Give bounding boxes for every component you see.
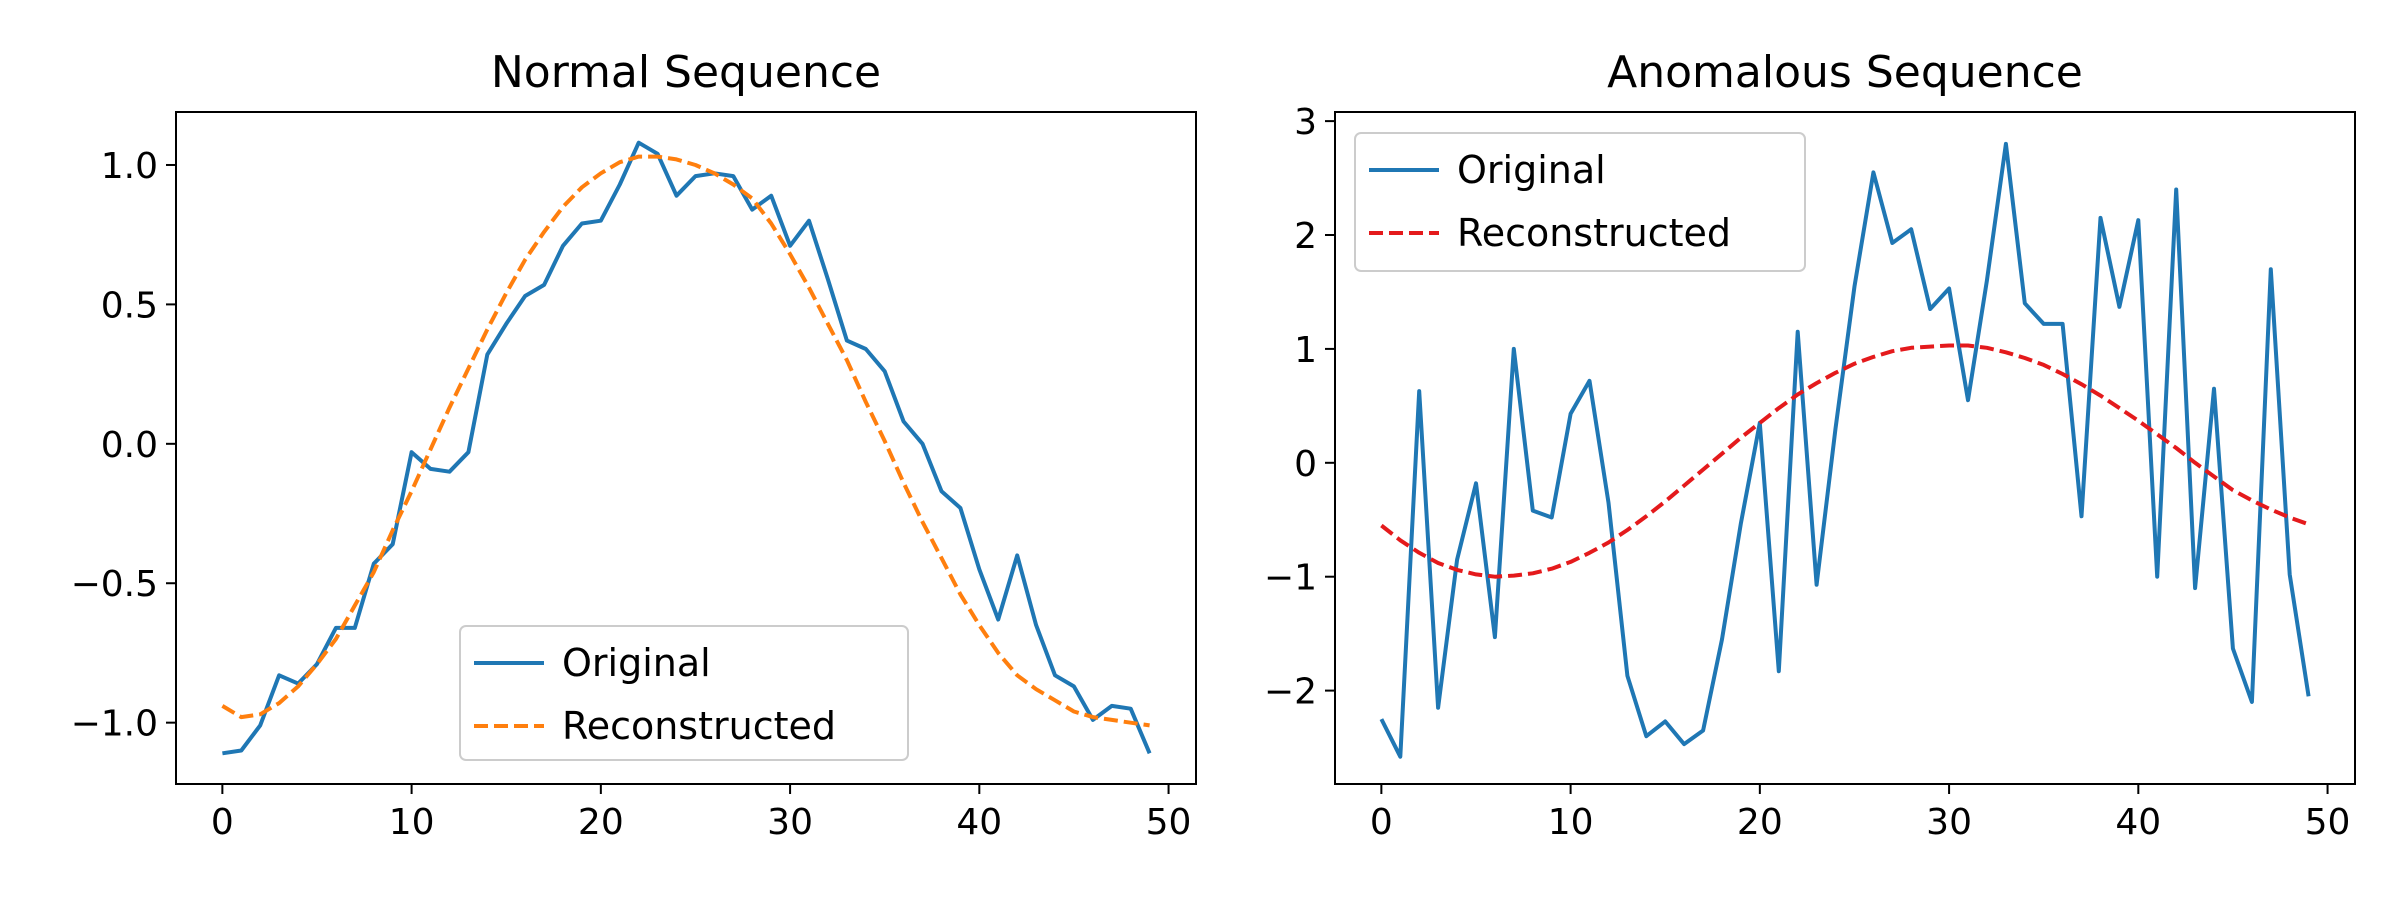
anomalous-legend-label-original: Original <box>1457 148 1606 192</box>
normal-series-original-line <box>222 140 1152 756</box>
anomalous-legend: Original Reconstructed <box>1354 132 1806 272</box>
anomalous-y-tick-label: −2 <box>1264 672 1317 713</box>
anomalous-x-tick-label: 40 <box>2115 802 2161 843</box>
anomalous-x-tick-label: 10 <box>1548 802 1594 843</box>
anomalous-y-tick-label: 0 <box>1294 444 1317 485</box>
normal-axes-frame <box>175 111 1197 785</box>
anomalous-chart-title: Anomalous Sequence <box>1607 47 2083 98</box>
normal-legend-label-original: Original <box>562 641 711 685</box>
anomalous-legend-box <box>1354 132 1806 272</box>
anomalous-series-reconstructed-line <box>1380 343 2310 579</box>
anomalous-y-tick-label: 2 <box>1294 216 1317 257</box>
anomalous-x-tick-label: 20 <box>1737 802 1783 843</box>
normal-x-tick-label: 0 <box>211 802 234 843</box>
normal-x-tick-label: 30 <box>767 802 813 843</box>
normal-sequence-panel: Normal Sequence 0 10 20 30 40 50 −1.0 −0.5 0.0 0.5… <box>71 47 1197 843</box>
anomalous-sequence-panel: Anomalous Sequence 0 10 20 30 40 50 −2 −1 0 1 2 3 Ori… <box>1264 47 2356 843</box>
normal-chart-title: Normal Sequence <box>491 47 881 98</box>
anomalous-legend-label-reconstructed: Reconstructed <box>1457 211 1731 255</box>
normal-legend-box <box>459 625 909 761</box>
anomalous-series-original-line <box>1379 141 2311 759</box>
normal-x-tick-label: 20 <box>578 802 624 843</box>
normal-series-reconstructed-line <box>221 154 1150 728</box>
normal-legend: Original Reconstructed <box>459 625 909 761</box>
anomalous-x-tick-label: 0 <box>1370 802 1393 843</box>
normal-y-tick-label: 0.5 <box>101 285 158 326</box>
anomalous-y-tick-label: 3 <box>1294 102 1317 143</box>
normal-x-tick-label: 40 <box>956 802 1002 843</box>
normal-y-tick-label: −0.5 <box>71 564 158 605</box>
normal-y-tick-label: 1.0 <box>101 146 158 187</box>
anomalous-y-tick-label: 1 <box>1294 330 1317 371</box>
normal-x-tick-label: 50 <box>1146 802 1192 843</box>
anomalous-axes-frame <box>1334 111 2356 785</box>
anomalous-series-group <box>1379 141 2311 759</box>
normal-y-tick-label: −1.0 <box>71 704 158 745</box>
normal-legend-label-reconstructed: Reconstructed <box>562 704 836 748</box>
normal-y-tick-label: 0.0 <box>101 425 158 466</box>
normal-series-group <box>221 140 1152 756</box>
normal-x-tick-label: 10 <box>389 802 435 843</box>
anomalous-y-tick-label: −1 <box>1264 558 1317 599</box>
anomalous-x-tick-label: 50 <box>2305 802 2351 843</box>
anomalous-x-tick-label: 30 <box>1926 802 1972 843</box>
